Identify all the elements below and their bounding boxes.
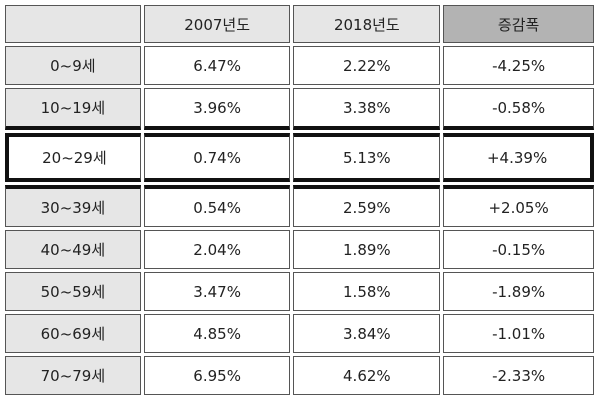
value-2007-cell: 6.47% (143, 46, 291, 85)
value-2007-cell: 0.54% (143, 185, 291, 227)
table-row: 40~49세 2.04% 1.89% -0.15% (5, 230, 594, 269)
value-2007-cell: 3.96% (143, 88, 291, 130)
change-cell: +2.05% (443, 185, 594, 227)
age-comparison-table-wrapper: 2007년도 2018년도 증감폭 0~9세 6.47% 2.22% -4.25… (2, 2, 597, 398)
age-group-cell: 30~39세 (5, 185, 141, 227)
age-comparison-table: 2007년도 2018년도 증감폭 0~9세 6.47% 2.22% -4.25… (2, 2, 597, 398)
change-cell: -1.89% (443, 272, 594, 311)
value-2018-cell: 3.84% (293, 314, 441, 353)
value-2018-cell: 1.58% (293, 272, 441, 311)
change-cell: -2.33% (443, 356, 594, 395)
value-2007-cell: 3.47% (143, 272, 291, 311)
value-2018-cell: 3.38% (293, 88, 441, 130)
header-2018: 2018년도 (293, 5, 441, 43)
age-group-cell: 0~9세 (5, 46, 141, 85)
header-2007: 2007년도 (143, 5, 291, 43)
header-row: 2007년도 2018년도 증감폭 (5, 5, 594, 43)
header-change: 증감폭 (443, 5, 594, 43)
value-2007-cell: 4.85% (143, 314, 291, 353)
age-group-cell: 70~79세 (5, 356, 141, 395)
value-2018-cell: 2.59% (293, 185, 441, 227)
value-2018-cell: 5.13% (293, 133, 441, 182)
age-group-cell: 50~59세 (5, 272, 141, 311)
table-row: 70~79세 6.95% 4.62% -2.33% (5, 356, 594, 395)
value-2018-cell: 4.62% (293, 356, 441, 395)
age-group-cell: 60~69세 (5, 314, 141, 353)
age-group-cell: 10~19세 (5, 88, 141, 130)
table-row: 0~9세 6.47% 2.22% -4.25% (5, 46, 594, 85)
table-row: 50~59세 3.47% 1.58% -1.89% (5, 272, 594, 311)
table-row: 30~39세 0.54% 2.59% +2.05% (5, 185, 594, 227)
value-2018-cell: 1.89% (293, 230, 441, 269)
change-cell: -4.25% (443, 46, 594, 85)
value-2018-cell: 2.22% (293, 46, 441, 85)
value-2007-cell: 0.74% (143, 133, 291, 182)
header-blank-cell (5, 5, 141, 43)
highlighted-table-row: 20~29세 0.74% 5.13% +4.39% (5, 133, 594, 182)
change-cell: +4.39% (443, 133, 594, 182)
value-2007-cell: 2.04% (143, 230, 291, 269)
change-cell: -1.01% (443, 314, 594, 353)
age-group-cell: 20~29세 (5, 133, 141, 182)
value-2007-cell: 6.95% (143, 356, 291, 395)
change-cell: -0.58% (443, 88, 594, 130)
table-row: 10~19세 3.96% 3.38% -0.58% (5, 88, 594, 130)
age-group-cell: 40~49세 (5, 230, 141, 269)
change-cell: -0.15% (443, 230, 594, 269)
table-row: 60~69세 4.85% 3.84% -1.01% (5, 314, 594, 353)
